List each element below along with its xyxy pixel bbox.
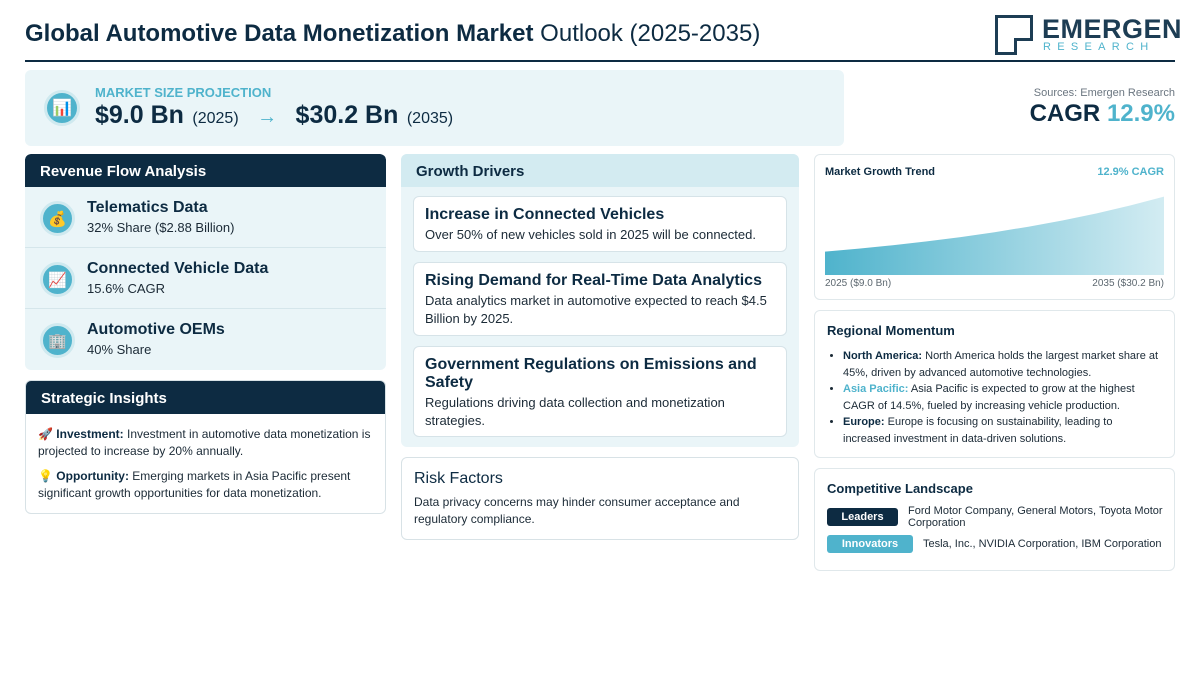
regional-momentum-panel: Regional Momentum North America: North A… bbox=[814, 310, 1175, 458]
growth-trend-cagr: 12.9% CAGR bbox=[1097, 166, 1164, 178]
end-value: $30.2 Bn bbox=[295, 101, 399, 129]
driver-card: Increase in Connected Vehicles Over 50% … bbox=[413, 196, 787, 252]
revenue-item: 📈 Connected Vehicle Data 15.6% CAGR bbox=[25, 248, 386, 309]
title-light: Outlook (2025-2035) bbox=[540, 20, 761, 47]
growth-drivers-panel: Growth Drivers Increase in Connected Veh… bbox=[401, 154, 799, 447]
region-item: Europe: Europe is focusing on sustainabi… bbox=[843, 414, 1162, 447]
office-building-icon: 🏢 bbox=[40, 323, 75, 358]
cagr-label: CAGR bbox=[1029, 100, 1101, 127]
trend-start-label: 2025 ($9.0 Bn) bbox=[825, 278, 892, 289]
start-year: (2025) bbox=[192, 110, 239, 127]
money-bag-icon: 💰 bbox=[40, 201, 75, 236]
page-title: Global Automotive Data Monetization Mark… bbox=[25, 20, 760, 48]
revenue-item-title: Connected Vehicle Data bbox=[87, 260, 269, 277]
page-header: Global Automotive Data Monetization Mark… bbox=[25, 12, 1182, 62]
logo-name: EMERGEN bbox=[1042, 14, 1183, 44]
competitive-landscape-title: Competitive Landscape bbox=[827, 481, 973, 496]
region-text: North America holds the largest market s… bbox=[843, 350, 1159, 379]
growth-trend-area bbox=[825, 196, 1164, 275]
chart-increasing-icon: 📈 bbox=[40, 262, 75, 297]
revenue-item-subtitle: 15.6% CAGR bbox=[87, 281, 166, 296]
region-item: Asia Pacific: Asia Pacific is expected t… bbox=[843, 381, 1162, 414]
bar-chart-icon: 📊 bbox=[44, 90, 80, 126]
leaders-row: Leaders Ford Motor Company, General Moto… bbox=[827, 505, 1166, 529]
region-text: Europe is focusing on sustainability, le… bbox=[843, 416, 1113, 445]
revenue-flow-title: Revenue Flow Analysis bbox=[25, 154, 386, 187]
innovators-text: Tesla, Inc., NVIDIA Corporation, IBM Cor… bbox=[923, 538, 1162, 550]
arrow-right-icon: → bbox=[257, 106, 278, 128]
region-name: Asia Pacific: bbox=[843, 383, 909, 395]
growth-drivers-title: Growth Drivers bbox=[401, 154, 799, 187]
region-text: Asia Pacific is expected to grow at the … bbox=[843, 383, 1135, 412]
growth-trend-chart bbox=[825, 196, 1164, 275]
driver-text: Regulations driving data collection and … bbox=[425, 395, 725, 428]
revenue-item-title: Telematics Data bbox=[87, 199, 208, 216]
emergen-logo[interactable]: EMERGEN RESEARCH bbox=[995, 14, 1182, 56]
revenue-item: 🏢 Automotive OEMs 40% Share bbox=[25, 309, 386, 370]
growth-trend-card: Market Growth Trend 12.9% CAGR 2025 ($9.… bbox=[814, 154, 1175, 300]
insight-item: 💡 Opportunity: Emerging markets in Asia … bbox=[38, 468, 373, 502]
region-item: North America: North America holds the l… bbox=[843, 348, 1162, 381]
innovators-badge: Innovators bbox=[827, 535, 913, 553]
title-bold: Global Automotive Data Monetization Mark… bbox=[25, 20, 534, 47]
start-value: $9.0 Bn bbox=[95, 101, 184, 129]
driver-card: Government Regulations on Emissions and … bbox=[413, 346, 787, 437]
innovators-row: Innovators Tesla, Inc., NVIDIA Corporati… bbox=[827, 535, 1181, 553]
regional-momentum-title: Regional Momentum bbox=[827, 323, 955, 338]
revenue-item: 💰 Telematics Data 32% Share ($2.88 Billi… bbox=[25, 187, 386, 248]
leaders-badge: Leaders bbox=[827, 508, 898, 526]
regional-list: North America: North America holds the l… bbox=[827, 348, 1162, 447]
strategic-insights-panel: Strategic Insights 🚀 Investment: Investm… bbox=[25, 380, 386, 514]
sources-text: Sources: Emergen Research bbox=[1033, 87, 1175, 99]
leaders-text: Ford Motor Company, General Motors, Toyo… bbox=[908, 505, 1163, 529]
insight-item: 🚀 Investment: Investment in automotive d… bbox=[38, 426, 373, 460]
driver-text: Over 50% of new vehicles sold in 2025 wi… bbox=[425, 227, 756, 242]
risk-factors-title: Risk Factors bbox=[414, 470, 503, 487]
revenue-flow-panel: Revenue Flow Analysis 💰 Telematics Data … bbox=[25, 154, 386, 370]
driver-title: Government Regulations on Emissions and … bbox=[425, 356, 757, 391]
driver-title: Rising Demand for Real-Time Data Analyti… bbox=[425, 272, 762, 289]
insight-label: Opportunity: bbox=[56, 469, 129, 483]
risk-factors-text: Data privacy concerns may hinder consume… bbox=[414, 495, 740, 526]
growth-trend-title: Market Growth Trend bbox=[825, 166, 936, 178]
insight-label: Investment: bbox=[56, 427, 124, 441]
logo-mark-icon bbox=[995, 15, 1033, 55]
strategic-insights-title: Strategic Insights bbox=[26, 381, 385, 414]
revenue-item-title: Automotive OEMs bbox=[87, 321, 225, 338]
driver-card: Rising Demand for Real-Time Data Analyti… bbox=[413, 262, 787, 336]
region-name: North America: bbox=[843, 350, 923, 362]
cagr-summary: CAGR 12.9% bbox=[1030, 100, 1175, 128]
cagr-value: 12.9% bbox=[1106, 100, 1175, 127]
competitive-landscape-panel: Competitive Landscape Leaders Ford Motor… bbox=[814, 468, 1175, 571]
risk-factors-panel: Risk Factors Data privacy concerns may h… bbox=[401, 457, 799, 540]
region-name: Europe: bbox=[843, 416, 885, 428]
end-year: (2035) bbox=[406, 110, 454, 127]
driver-title: Increase in Connected Vehicles bbox=[425, 206, 665, 223]
revenue-item-subtitle: 32% Share ($2.88 Billion) bbox=[87, 220, 235, 235]
market-size-label: MARKET SIZE PROJECTION bbox=[95, 85, 272, 100]
market-size-banner: 📊 MARKET SIZE PROJECTION $9.0 Bn (2025) … bbox=[25, 70, 844, 146]
market-size-values: $9.0 Bn (2025) → $30.2 Bn (2035) bbox=[95, 101, 453, 130]
light-bulb-icon: 💡 bbox=[38, 469, 53, 483]
logo-subtitle: RESEARCH bbox=[1043, 41, 1155, 53]
revenue-item-subtitle: 40% Share bbox=[87, 342, 152, 357]
insight-text: Investment in automotive data monetizati… bbox=[38, 427, 371, 458]
trend-end-label: 2035 ($30.2 Bn) bbox=[1092, 278, 1164, 289]
driver-text: Data analytics market in automotive expe… bbox=[425, 293, 767, 326]
rocket-icon: 🚀 bbox=[38, 427, 53, 441]
insight-text: Emerging markets in Asia Pacific present… bbox=[38, 469, 351, 500]
